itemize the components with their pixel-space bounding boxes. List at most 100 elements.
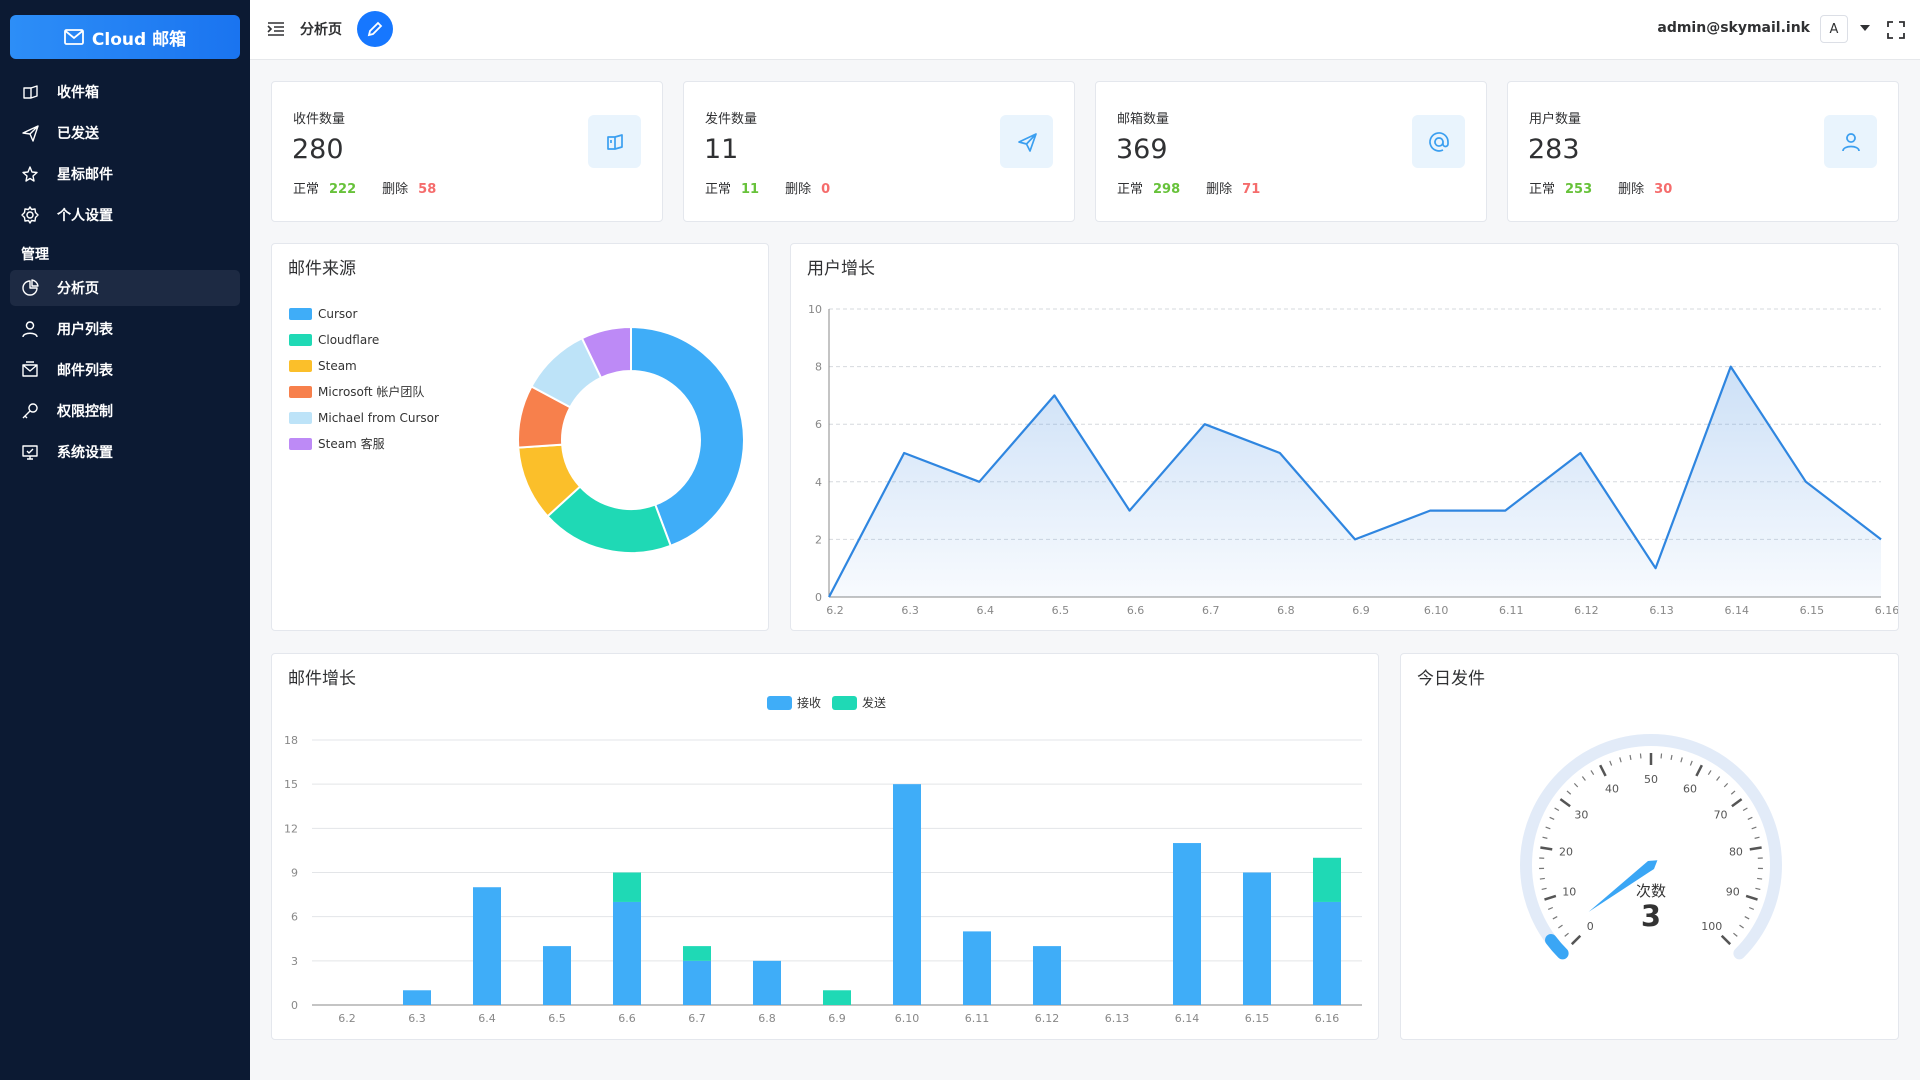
top-bar: 分析页 admin@skymail.ink A bbox=[250, 0, 1920, 60]
compose-button[interactable]: Cloud 邮箱 bbox=[10, 15, 240, 59]
menu-item[interactable]: 已发送 bbox=[10, 115, 240, 151]
gauge-minor-tick bbox=[1723, 782, 1729, 788]
gauge-progress bbox=[1545, 934, 1569, 960]
gauge-minor-tick bbox=[1549, 816, 1555, 820]
user-caret[interactable] bbox=[1860, 25, 1870, 32]
menu-item[interactable]: 邮件列表 bbox=[10, 352, 240, 388]
gauge-minor-tick bbox=[1670, 754, 1673, 761]
menu-icon-shape bbox=[22, 166, 38, 182]
y-tick-label: 18 bbox=[284, 734, 298, 747]
normal-count: 222 bbox=[329, 182, 357, 197]
bar-segment bbox=[753, 960, 781, 1005]
stat-card: 发件数量 11 正常 11 删除 0 bbox=[683, 81, 1075, 222]
normal-label: 正常 bbox=[293, 182, 320, 197]
menu-icon bbox=[22, 166, 38, 182]
stat-value: 369 bbox=[1116, 134, 1168, 165]
stat-icon bbox=[1412, 115, 1465, 168]
x-tick-label: 6.3 bbox=[901, 604, 919, 617]
menu-icon-shape bbox=[22, 125, 39, 142]
menu-item[interactable]: 收件箱 bbox=[10, 74, 240, 110]
menu-item[interactable]: 星标邮件 bbox=[10, 156, 240, 192]
gauge-minor-tick bbox=[1707, 770, 1712, 775]
y-tick-label: 10 bbox=[808, 303, 822, 316]
gauge-major-tick bbox=[1599, 764, 1607, 777]
menu-icon-shape bbox=[22, 445, 38, 460]
gauge-minor-tick bbox=[1547, 906, 1554, 911]
legend-label: Michael from Cursor bbox=[318, 411, 439, 425]
chart-card: 用户增长 0 2 4 6 8 10 6.2 6.3 6.4 6.5 6.6 6.7 6.8 6.9 6.10 6… bbox=[790, 243, 1899, 631]
chart-card: 邮件来源 Cursor Cloudflare Steam Microsoft 帐户团队 M… bbox=[271, 243, 769, 631]
stat-breakdown: 正常 222 删除 58 bbox=[293, 178, 462, 197]
stat-icon bbox=[1000, 115, 1053, 168]
y-tick-label: 4 bbox=[815, 476, 822, 489]
stat-breakdown: 正常 253 删除 30 bbox=[1529, 178, 1698, 197]
edit-button[interactable] bbox=[357, 11, 393, 47]
gauge-minor-tick bbox=[1751, 826, 1757, 830]
bar-segment bbox=[613, 901, 641, 1005]
bar-segment bbox=[1313, 901, 1341, 1005]
stat-card: 邮箱数量 369 正常 298 删除 71 bbox=[1095, 81, 1487, 222]
x-tick-label: 6.16 bbox=[1315, 1012, 1340, 1025]
bar-segment bbox=[543, 946, 571, 1005]
menu-icon bbox=[22, 321, 38, 338]
menu-item[interactable]: 分析页 bbox=[10, 270, 240, 306]
menu-label: 个人设置 bbox=[57, 208, 113, 224]
menu-label: 系统设置 bbox=[57, 445, 113, 461]
deleted-count: 58 bbox=[418, 182, 437, 197]
legend-label: Steam bbox=[318, 359, 357, 373]
menu-item[interactable]: 系统设置 bbox=[10, 434, 240, 470]
avatar[interactable]: A bbox=[1820, 15, 1848, 43]
normal-count: 11 bbox=[741, 182, 760, 197]
gauge-tick-label: 0 bbox=[1587, 920, 1594, 933]
stat-icon-shape bbox=[606, 133, 623, 150]
legend-swatch bbox=[289, 308, 312, 320]
x-tick-label: 6.8 bbox=[758, 1012, 776, 1025]
bar-segment bbox=[1243, 872, 1271, 1005]
gauge-minor-tick bbox=[1564, 932, 1569, 937]
bar-segment bbox=[823, 990, 851, 1005]
legend-label: 发送 bbox=[862, 695, 886, 710]
menu-icon bbox=[22, 445, 38, 460]
menu-toggle[interactable] bbox=[267, 21, 285, 37]
gauge-major-tick bbox=[1745, 894, 1758, 901]
x-tick-label: 6.9 bbox=[828, 1012, 846, 1025]
menu-label: 用户列表 bbox=[57, 322, 113, 338]
x-tick-label: 6.13 bbox=[1649, 604, 1674, 617]
menu-icon bbox=[22, 279, 39, 296]
x-tick-label: 6.16 bbox=[1875, 604, 1898, 617]
menu-item[interactable]: 用户列表 bbox=[10, 311, 240, 347]
gauge-major-tick bbox=[1559, 798, 1571, 808]
x-tick-label: 6.13 bbox=[1105, 1012, 1130, 1025]
menu-item[interactable]: 权限控制 bbox=[10, 393, 240, 429]
brand-label: Cloud 邮箱 bbox=[91, 29, 187, 50]
line-series bbox=[828, 365, 1882, 598]
deleted-count: 71 bbox=[1242, 182, 1261, 197]
x-tick-label: 6.4 bbox=[478, 1012, 496, 1025]
menu-section: 管理 bbox=[21, 247, 49, 263]
stat-icon-shape bbox=[1428, 131, 1449, 152]
fullscreen-button[interactable] bbox=[1887, 21, 1905, 39]
normal-label: 正常 bbox=[1117, 182, 1144, 197]
x-tick-label: 6.5 bbox=[548, 1012, 566, 1025]
menu-icon-shape bbox=[21, 206, 39, 224]
bar-segment bbox=[403, 990, 431, 1005]
deleted-count: 30 bbox=[1654, 182, 1673, 197]
stat-icon-graphic bbox=[606, 133, 623, 150]
gauge-minor-tick bbox=[1552, 916, 1558, 920]
chart-title: 邮件来源 bbox=[288, 259, 356, 279]
stat-value: 280 bbox=[292, 134, 344, 165]
gauge-tick-label: 70 bbox=[1714, 808, 1728, 821]
menu-item[interactable]: 个人设置 bbox=[10, 197, 240, 233]
menu-icon-shape bbox=[22, 321, 38, 338]
x-tick-label: 6.9 bbox=[1352, 604, 1370, 617]
stat-icon bbox=[588, 115, 641, 168]
legend-swatch bbox=[289, 412, 312, 424]
menu-icon bbox=[23, 85, 38, 99]
mail-icon bbox=[64, 29, 84, 45]
gauge-minor-tick bbox=[1545, 826, 1551, 830]
bar-segment bbox=[473, 887, 501, 1005]
bar-segment bbox=[683, 946, 711, 961]
x-tick-label: 6.7 bbox=[688, 1012, 706, 1025]
bar-segment bbox=[1033, 946, 1061, 1005]
deleted-label: 删除 bbox=[1206, 182, 1233, 197]
